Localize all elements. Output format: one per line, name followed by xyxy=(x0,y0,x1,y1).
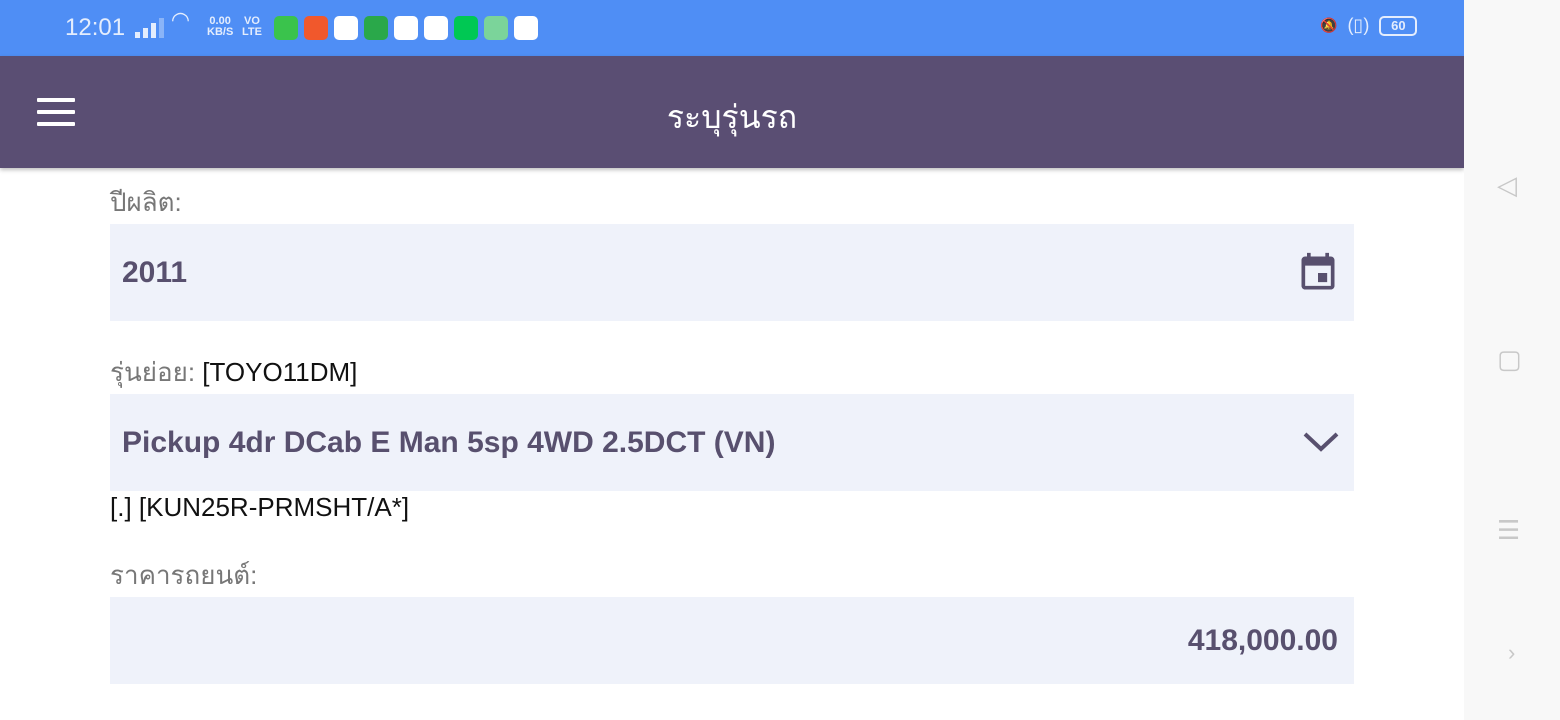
volte: VO LTE xyxy=(242,16,262,38)
net-speed: 0.00 KB/S xyxy=(207,16,233,38)
volte-bottom: LTE xyxy=(242,26,262,38)
price-label: ราคารถยนต์: xyxy=(110,560,258,590)
browser-icon xyxy=(334,16,358,40)
calendar-icon[interactable] xyxy=(1296,251,1340,295)
signal-icon xyxy=(135,18,164,38)
volte-top: VO xyxy=(244,15,260,27)
menu-icon[interactable] xyxy=(37,98,75,134)
price-value: 418,000.00 xyxy=(1187,623,1338,657)
year-field[interactable]: 2011 xyxy=(110,224,1354,321)
vibrate-icon: (▯) xyxy=(1347,15,1370,35)
net-speed-unit: KB/S xyxy=(207,26,234,38)
home-icon[interactable]: ▢ xyxy=(1497,344,1522,374)
line-icon xyxy=(274,16,298,40)
battery-icon: 60 xyxy=(1379,15,1418,36)
chevron-right-icon[interactable]: › xyxy=(1508,640,1516,665)
navigation-bar xyxy=(1464,0,1560,720)
year-value: 2011 xyxy=(122,255,188,289)
clock: 12:01 xyxy=(65,14,126,41)
youtube-icon xyxy=(514,16,538,40)
photos-icon xyxy=(394,16,418,40)
submodel-value: Pickup 4dr DCab E Man 5sp 4WD 2.5DCT (VN… xyxy=(122,425,776,459)
submodel-label-row: รุ่นย่อย: [TOYO11DM] xyxy=(110,352,357,393)
wifi-icon: ◠ xyxy=(172,7,189,32)
status-bar: 12:01 ◠ 0.00 KB/S VO LTE 🔕 (▯) 60 xyxy=(0,0,1464,56)
price-field[interactable]: 418,000.00 xyxy=(110,597,1354,684)
recents-icon[interactable]: ☰ xyxy=(1497,515,1521,545)
net-speed-value: 0.00 xyxy=(209,15,231,27)
chevron-down-icon[interactable] xyxy=(1302,428,1340,456)
chrome-icon xyxy=(424,16,448,40)
submodel-code: [TOYO11DM] xyxy=(202,357,358,387)
app-bar: ระบุรุ่นรถ xyxy=(0,56,1464,168)
back-icon[interactable]: ◁ xyxy=(1497,170,1517,200)
page-title: ระบุรุ่นรถ xyxy=(666,99,798,135)
year-label: ปีผลิต: xyxy=(110,187,182,217)
notification-icons xyxy=(274,16,538,40)
shopee-icon xyxy=(304,16,328,40)
submodel-note: [.] [KUN25R-PRMSHT/A*] xyxy=(110,492,410,522)
submodel-select[interactable]: Pickup 4dr DCab E Man 5sp 4WD 2.5DCT (VN… xyxy=(110,394,1354,491)
iqiyi-icon xyxy=(454,16,478,40)
vibrate-mute-icon: 🔕 xyxy=(1320,17,1338,33)
planet-icon xyxy=(484,16,508,40)
submodel-label: รุ่นย่อย: xyxy=(110,357,196,387)
store-icon xyxy=(364,16,388,40)
